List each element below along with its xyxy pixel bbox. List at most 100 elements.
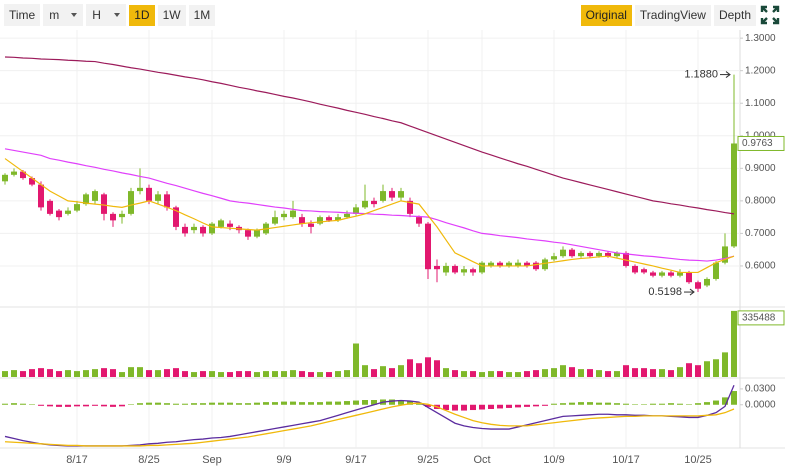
macd-bar xyxy=(83,404,89,407)
volume-bar xyxy=(173,368,179,377)
macd-bar xyxy=(272,402,278,405)
macd-bar xyxy=(668,403,674,405)
candle-body xyxy=(632,265,638,273)
view-button[interactable]: TradingView xyxy=(634,4,711,26)
candle-body xyxy=(461,269,467,273)
macd-bar xyxy=(164,403,170,405)
x-tick-label: 10/25 xyxy=(684,454,712,466)
candle-body xyxy=(182,226,188,234)
candle-body xyxy=(326,217,332,221)
candle-body xyxy=(92,191,98,201)
candle-body xyxy=(29,178,35,185)
candle-body xyxy=(191,226,197,231)
volume-bar xyxy=(254,372,260,377)
volume-bar xyxy=(434,360,440,377)
volume-bar xyxy=(164,369,170,377)
candle-body xyxy=(407,200,413,214)
candle-body xyxy=(722,246,728,263)
volume-bar xyxy=(335,371,341,377)
last-volume-box xyxy=(737,310,785,326)
macd-bar xyxy=(722,397,728,405)
macd-bar xyxy=(263,402,269,405)
y-tick-label: 0.6000 xyxy=(745,261,776,272)
period-button[interactable]: 1D xyxy=(129,4,155,26)
candle-body xyxy=(416,217,422,224)
y-tick-label: 0.9000 xyxy=(745,163,776,174)
dropdown-caret xyxy=(71,13,78,17)
candle-body xyxy=(641,269,647,273)
macd-bar xyxy=(686,404,692,405)
macd-bar xyxy=(101,404,107,407)
volume-bar xyxy=(623,365,629,377)
volume-bar xyxy=(425,357,431,377)
macd-bar xyxy=(677,403,683,405)
macd-bar xyxy=(308,402,314,405)
macd-bar xyxy=(317,402,323,405)
macd-bar xyxy=(731,391,737,405)
macd-line xyxy=(4,384,735,447)
dropdown[interactable]: m xyxy=(43,4,84,26)
time-label: Time xyxy=(4,4,41,26)
macd-bar xyxy=(659,403,665,405)
volume-bar xyxy=(479,372,485,377)
volume-bar xyxy=(569,367,575,377)
macd-bar xyxy=(344,401,350,405)
macd-bar xyxy=(92,404,98,406)
volume-bar xyxy=(443,368,449,377)
candle-body xyxy=(227,223,233,227)
volume-bar xyxy=(2,371,8,377)
candle-body xyxy=(56,210,62,218)
candle-body xyxy=(38,184,44,208)
toolbar: Time m H 1D 1W 1M Original TradingView Depth xyxy=(0,0,785,30)
candle-body xyxy=(704,278,710,286)
macd-bar xyxy=(326,401,332,405)
volume-bar xyxy=(146,370,152,377)
volume-bar xyxy=(533,370,539,377)
fullscreen-button[interactable] xyxy=(759,4,781,26)
macd-bar xyxy=(218,402,224,405)
candle-body xyxy=(272,217,278,224)
candle-body xyxy=(542,259,548,270)
macd-bar xyxy=(641,404,647,405)
view-button[interactable]: Original xyxy=(580,4,632,26)
volume-bar xyxy=(650,369,656,377)
macd-bar xyxy=(704,402,710,405)
period-button[interactable]: 1M xyxy=(188,4,216,26)
volume-bar xyxy=(596,370,602,377)
macd-bar xyxy=(551,403,557,405)
candle-body xyxy=(587,252,593,257)
y-tick-label: 0.7000 xyxy=(745,228,776,239)
volume-bar xyxy=(488,371,494,377)
macd-bar xyxy=(713,400,719,405)
macd-bar xyxy=(281,401,287,405)
period-button[interactable]: 1W xyxy=(157,4,186,26)
candle-body xyxy=(578,252,584,257)
volume-bar xyxy=(236,371,242,377)
macd-bar xyxy=(47,404,53,407)
candle-body xyxy=(605,252,611,257)
candle-body xyxy=(317,217,323,224)
candle-body xyxy=(173,207,179,227)
candle-body xyxy=(371,200,377,205)
candle-body xyxy=(614,252,620,257)
view-button[interactable]: Depth xyxy=(713,4,756,26)
volume-bar xyxy=(299,371,305,377)
candle-body xyxy=(677,272,683,276)
macd-bar xyxy=(632,404,638,405)
volume-bar xyxy=(587,369,593,377)
macd-bar xyxy=(470,404,476,411)
x-tick-label: 10/17 xyxy=(612,454,640,466)
candle-body xyxy=(110,213,116,221)
moving-average xyxy=(4,56,735,215)
macd-bar xyxy=(191,403,197,405)
macd-bar xyxy=(461,404,467,411)
macd-bar xyxy=(524,404,530,407)
annotation-label: 1.1880 xyxy=(684,68,718,80)
macd-bar xyxy=(335,401,341,405)
candle-body xyxy=(479,262,485,273)
macd-bar xyxy=(299,402,305,405)
candle-body xyxy=(623,252,629,266)
x-tick-label: 8/25 xyxy=(138,454,159,466)
macd-bar xyxy=(227,402,233,405)
dropdown[interactable]: H xyxy=(86,4,127,26)
